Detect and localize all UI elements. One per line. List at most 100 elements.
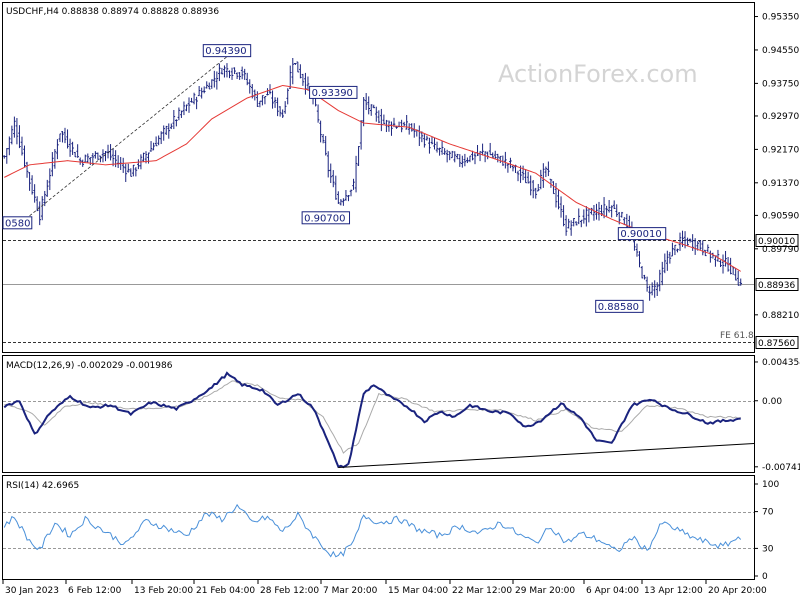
price-bar	[38, 201, 41, 226]
price-bar	[676, 248, 679, 253]
price-bar	[18, 125, 21, 149]
price-bar	[412, 123, 416, 138]
price-bar	[400, 119, 403, 133]
price-bar	[364, 93, 368, 111]
price-annotation-label: 0.90010	[620, 229, 661, 240]
price-bar	[76, 144, 79, 158]
price-bar	[316, 104, 320, 123]
price-bar	[544, 166, 548, 178]
price-bar	[266, 88, 269, 96]
price-bar	[202, 86, 206, 94]
price-bar	[104, 151, 107, 162]
price-bar	[142, 152, 145, 162]
price-bar	[349, 189, 353, 197]
price-bar	[407, 123, 411, 135]
price-bar	[294, 62, 297, 66]
price-bar	[539, 169, 543, 190]
price-bar	[582, 209, 586, 224]
price-bar	[40, 196, 44, 221]
price-bar	[663, 253, 667, 274]
price-bar	[501, 155, 505, 166]
price-bar	[13, 116, 16, 138]
price-bar	[96, 152, 100, 160]
price-bar	[304, 72, 307, 95]
price-bar	[496, 153, 500, 163]
price-level-tag-label: 0.88936	[758, 281, 795, 291]
x-tick-label: 7 Mar 20:00	[323, 586, 378, 596]
price-bar	[205, 81, 209, 89]
price-bar	[192, 92, 196, 105]
price-bar	[35, 196, 39, 212]
price-bar	[111, 148, 115, 167]
price-bar	[577, 208, 581, 225]
price-tick-label: 0.93750	[762, 79, 799, 89]
fe-label: FE 61.8	[720, 331, 754, 341]
price-bar	[706, 244, 710, 253]
price-bar	[483, 151, 487, 163]
price-annotation-label: 0.93390	[312, 88, 353, 99]
price-bar	[423, 133, 426, 148]
price-bar	[152, 142, 155, 151]
x-tick-label: 30 Jan 2023	[5, 586, 59, 596]
price-bar	[89, 157, 92, 166]
price-bar	[655, 282, 659, 296]
price-bar	[288, 65, 292, 89]
price-bar	[342, 198, 345, 206]
price-annotation: 0.90010	[617, 227, 667, 241]
price-bar	[159, 131, 163, 145]
price-bar	[509, 157, 512, 169]
price-bar	[63, 127, 67, 144]
price-bar	[729, 257, 732, 275]
price-level-tag-box	[755, 278, 799, 291]
price-bar	[5, 148, 9, 164]
price-bar	[33, 184, 36, 203]
price-bar	[245, 72, 249, 86]
price-bar	[132, 164, 135, 177]
price-annotation: 0.94390	[202, 44, 252, 58]
price-level-tag: 0.88936	[755, 278, 799, 291]
price-bar	[471, 150, 474, 161]
price-bar	[66, 129, 69, 149]
price-annotation-box	[301, 211, 351, 225]
price-bar	[167, 123, 171, 139]
price-bar	[352, 178, 355, 190]
price-bar	[445, 149, 449, 163]
price-bar	[458, 154, 462, 167]
price-bar	[519, 165, 522, 183]
price-bar	[357, 146, 360, 166]
price-bar	[597, 201, 601, 221]
price-tick-label: 0.91370	[762, 179, 799, 189]
price-bar	[443, 148, 446, 155]
price-bar	[157, 135, 160, 146]
price-tick-label: 0.88210	[762, 311, 799, 321]
price-bar	[488, 142, 492, 156]
price-bar	[701, 240, 705, 256]
price-bar	[220, 67, 224, 75]
x-tick-label: 6 Apr 04:00	[586, 586, 639, 596]
price-annotation: 0.90700	[301, 211, 351, 225]
price-bar	[149, 141, 153, 152]
axes-layer: 0.90010 0.88936 0.87560 0.95350 0.94550 0.937…	[2, 13, 800, 596]
price-bar	[587, 208, 591, 223]
price-bar	[177, 107, 181, 121]
price-bar	[101, 149, 105, 163]
price-bar	[698, 239, 702, 251]
price-bar	[719, 260, 722, 268]
price-bar	[547, 161, 550, 177]
price-bar	[704, 249, 707, 257]
price-bar	[256, 91, 259, 107]
price-bar	[30, 175, 34, 195]
price-bar	[268, 84, 272, 95]
price-bar	[605, 205, 608, 217]
price-bar	[51, 152, 54, 177]
x-tick-label: 15 Mar 04:00	[388, 586, 448, 596]
price-bar	[218, 63, 221, 82]
price-bar	[552, 181, 555, 195]
price-bar	[56, 139, 59, 160]
price-bar	[20, 136, 24, 156]
price-level-tag-box	[755, 234, 799, 247]
price-bar	[147, 152, 150, 164]
price-bar	[240, 66, 244, 80]
price-bar	[48, 168, 52, 191]
price-bar	[238, 72, 241, 80]
